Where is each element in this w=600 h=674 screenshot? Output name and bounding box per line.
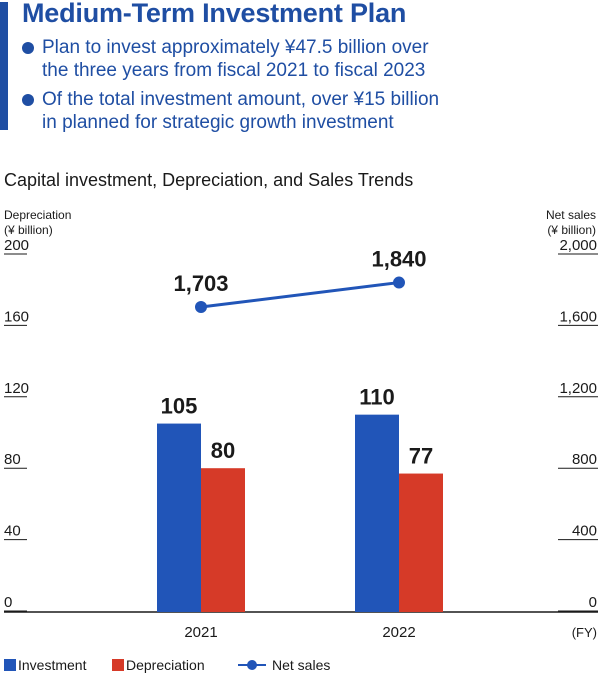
bar-investment	[157, 423, 201, 612]
left-axis-title-line-2: (¥ billion)	[4, 223, 53, 237]
right-axis-title-line-1: Net sales	[545, 208, 596, 222]
right-axis-title-line-2: (¥ billion)	[547, 223, 596, 237]
right-axis-tick-label: 1,200	[559, 380, 597, 397]
plan-header: Medium-Term Investment Plan Plan to inve…	[0, 0, 600, 134]
left-axis-title-line-1: Depreciation	[4, 208, 72, 222]
data-label-investment: 110	[359, 385, 395, 410]
legend-label-depreciation: Depreciation	[126, 657, 205, 673]
x-axis-unit-label: (FY)	[572, 625, 597, 640]
x-axis-category-label: 2021	[184, 624, 217, 641]
left-axis-tick-label: 0	[4, 594, 12, 611]
x-axis-category-label: 2022	[382, 624, 415, 641]
left-axis-tick-label: 40	[4, 523, 21, 540]
data-label-investment: 105	[161, 394, 198, 419]
plan-bullet-2: Of the total investment amount, over ¥15…	[22, 88, 512, 134]
legend-label-investment: Investment	[18, 657, 87, 673]
bullet-2-line-1: Of the total investment amount, over ¥15…	[42, 89, 440, 110]
left-axis-tick-label: 80	[4, 451, 21, 468]
right-axis-tick-label: 400	[572, 523, 597, 540]
plan-bullet-1: Plan to invest approximately ¥47.5 billi…	[22, 36, 512, 82]
right-axis-tick-label: 800	[572, 451, 597, 468]
bar-depreciation	[399, 473, 443, 612]
legend-swatch-investment	[4, 659, 16, 671]
header-accent-bar	[0, 2, 8, 130]
net-sales-point	[195, 301, 207, 314]
left-axis-tick-label: 120	[4, 380, 29, 397]
net-sales-point	[393, 276, 405, 289]
bar-depreciation	[201, 468, 245, 612]
legend-label-net-sales: Net sales	[272, 657, 331, 673]
bullet-2-line-2: in planned for strategic growth investme…	[42, 112, 394, 133]
bullet-1-line-1: Plan to invest approximately ¥47.5 billi…	[42, 37, 429, 58]
right-axis-tick-label: 0	[589, 594, 597, 611]
left-axis-title: Depreciation (¥ billion)	[4, 208, 71, 238]
bar-investment	[355, 414, 399, 612]
right-axis-tick-label: 2,000	[559, 237, 597, 254]
data-label-depreciation: 77	[409, 444, 433, 469]
legend-marker-net-sales	[247, 660, 257, 670]
right-axis-tick-label: 1,600	[559, 308, 597, 325]
left-axis-tick-label: 160	[4, 308, 29, 325]
bullet-1-line-2: the three years from fiscal 2021 to fisc…	[42, 60, 426, 81]
data-label-depreciation: 80	[211, 438, 235, 463]
plan-title: Medium-Term Investment Plan	[22, 0, 407, 28]
bullet-dot-icon	[22, 94, 34, 106]
data-label-net-sales: 1,703	[173, 271, 228, 296]
net-sales-line	[200, 281, 400, 309]
legend-swatch-depreciation	[112, 659, 124, 671]
right-axis-title: Net sales (¥ billion)	[546, 208, 596, 238]
chart-title: Capital investment, Depreciation, and Sa…	[4, 170, 414, 190]
bullet-dot-icon	[22, 42, 34, 54]
left-axis-tick-label: 200	[4, 237, 29, 254]
data-label-net-sales: 1,840	[371, 247, 426, 272]
